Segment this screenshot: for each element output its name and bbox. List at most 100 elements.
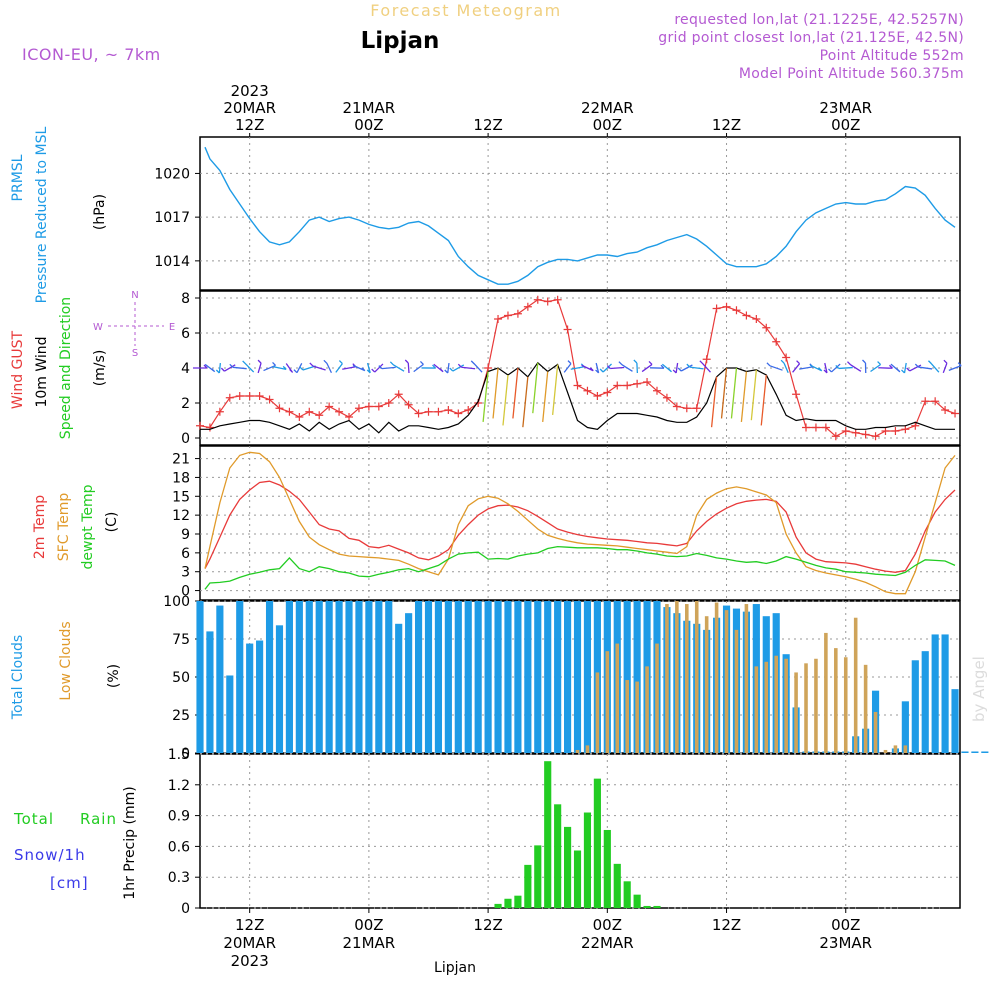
top-time-label: 20MAR	[223, 99, 276, 117]
wind-direction-arrow	[890, 363, 901, 373]
gust-marker	[672, 402, 681, 411]
forecast-title: Forecast Meteogram	[370, 1, 561, 20]
gust-marker	[533, 295, 542, 304]
wind-direction-arrow	[862, 359, 867, 374]
gust-marker	[951, 409, 960, 418]
gust-marker	[434, 407, 443, 416]
wind-direction-arrow	[378, 365, 396, 370]
total-clouds-bar	[315, 601, 323, 753]
total-clouds-bar	[216, 605, 224, 753]
wind-direction-arrow	[606, 365, 625, 370]
pressure-tick-label: 1017	[154, 210, 190, 226]
gust-marker	[802, 423, 811, 432]
gust-marker	[454, 409, 463, 418]
top-time-label: 21MAR	[343, 99, 396, 117]
total-clouds-bar	[325, 601, 333, 753]
wind-direction-arrow	[389, 361, 405, 372]
wind-direction-arrow	[847, 361, 862, 372]
total-clouds-bar	[405, 613, 413, 753]
gust-label: Wind GUST	[10, 330, 26, 409]
low-clouds-bar	[655, 643, 659, 753]
wind-direction-arrow	[421, 364, 436, 369]
compass-s: S	[132, 348, 138, 359]
point-altitude: Point Altitude 552m	[820, 48, 964, 64]
gust-marker	[245, 392, 254, 400]
top-time-label: 12Z	[473, 116, 502, 134]
gust-marker	[414, 409, 423, 418]
wind-direction-arrow	[780, 359, 789, 374]
gust-marker	[851, 428, 860, 437]
temp-tick-label: 0	[181, 584, 190, 600]
wind-direction-arrow	[542, 371, 549, 422]
wind-line	[200, 361, 955, 434]
gust-marker	[494, 315, 503, 323]
snow-units: [cm]	[50, 874, 89, 892]
low-clouds-bar	[784, 658, 788, 753]
total-clouds-bar	[931, 634, 939, 753]
wind-direction-arrow	[470, 360, 483, 373]
wind-direction-arrow	[193, 364, 208, 369]
total-clouds-bar	[911, 660, 919, 753]
total-clouds-bar	[345, 601, 353, 753]
total-clouds-bar	[544, 601, 552, 753]
wind-series	[193, 295, 962, 441]
gust-marker	[364, 402, 373, 411]
snow-label: Snow/1h	[14, 846, 86, 864]
wind-direction-arrow	[272, 365, 287, 371]
temp-tick-label: 21	[172, 452, 190, 468]
gust-marker	[583, 386, 592, 395]
y-ticks: 1020101710148642021181512963010075502501…	[154, 166, 200, 917]
rain-bar	[554, 804, 562, 908]
total-clouds-bar	[206, 631, 214, 753]
wind-direction-arrow	[672, 362, 679, 374]
gust-marker	[345, 413, 354, 421]
low-clouds-bar	[903, 745, 908, 753]
pressure-units: (hPa)	[92, 194, 108, 230]
low-clouds-bar	[724, 610, 729, 753]
rain-bar	[583, 812, 592, 908]
wind-direction-arrow	[563, 360, 572, 373]
watermark: by Angel	[970, 656, 988, 722]
bottom-time-label: 2023	[231, 952, 269, 970]
wind-direction-arrow	[906, 364, 922, 372]
total-clouds-bar	[385, 601, 393, 753]
gust-marker	[623, 381, 632, 390]
wind-direction-arrow	[618, 361, 633, 372]
gust-marker	[712, 304, 721, 313]
gust-marker	[921, 397, 930, 406]
rain-bar	[613, 863, 621, 908]
low-clouds-bar	[814, 658, 818, 753]
total-clouds-bar	[464, 601, 472, 753]
wind-direction-arrow	[482, 371, 489, 422]
wind-direction-arrow	[686, 363, 704, 370]
gust-marker	[285, 407, 294, 416]
rain-bar	[593, 778, 601, 908]
low-clouds-bar	[615, 643, 620, 753]
wind-direction-arrow	[323, 359, 333, 374]
total-clouds-bar	[355, 601, 363, 753]
cloud-bars	[196, 601, 989, 753]
total-clouds-bar	[256, 640, 264, 753]
temp-units: (C)	[104, 512, 120, 533]
low-clouds-bar	[863, 664, 868, 753]
gust-marker	[742, 311, 751, 320]
wind-direction-arrow	[293, 363, 303, 374]
gust-marker	[265, 395, 274, 404]
low-clouds-bar	[794, 672, 798, 753]
pressure-series	[204, 146, 956, 285]
low-clouds-bar	[605, 651, 610, 753]
total-clouds-bar	[633, 601, 641, 753]
low-clouds-bar	[665, 604, 669, 753]
precip-tick-label: 0.3	[168, 870, 190, 886]
compass-e: E	[169, 322, 175, 333]
wind-direction-arrow	[927, 360, 940, 373]
low-clouds-bar	[595, 672, 600, 753]
low-clouds-bar	[714, 602, 719, 753]
gust-marker	[225, 393, 234, 402]
total-clouds-bar	[434, 601, 443, 753]
wind-tick-label: 8	[181, 291, 190, 307]
wind-tick-label: 6	[181, 326, 190, 342]
total-clouds-bar	[275, 625, 284, 753]
grid-coords: grid point closest lon,lat (21.125E, 42.…	[658, 30, 964, 46]
